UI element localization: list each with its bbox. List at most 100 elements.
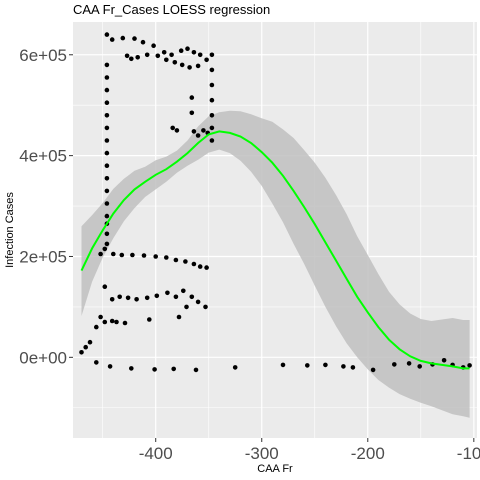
data-point xyxy=(176,314,182,320)
data-point xyxy=(125,295,131,301)
data-point xyxy=(209,113,215,118)
data-point xyxy=(144,295,150,301)
data-point xyxy=(191,129,197,134)
data-point xyxy=(104,32,110,37)
data-point xyxy=(209,138,215,143)
data-point xyxy=(195,133,201,138)
data-point xyxy=(174,128,180,133)
data-point xyxy=(147,317,152,322)
data-point xyxy=(209,52,215,58)
data-point xyxy=(109,318,115,324)
confidence-ribbon xyxy=(81,110,470,418)
data-point xyxy=(102,319,108,325)
chart-title: CAA Fr_Cases LOESS regression xyxy=(73,2,271,17)
data-point xyxy=(144,52,150,58)
data-point xyxy=(117,294,122,300)
data-point xyxy=(173,257,179,263)
data-point xyxy=(181,288,186,294)
data-point xyxy=(350,365,356,370)
data-point xyxy=(119,252,125,258)
loess-fit-layer xyxy=(80,130,470,370)
data-point xyxy=(111,251,116,257)
data-point xyxy=(209,82,215,88)
data-point xyxy=(104,62,110,68)
data-point xyxy=(104,213,110,219)
data-point xyxy=(164,57,169,63)
y-tick-label: 2e+05 xyxy=(19,247,67,266)
data-point xyxy=(152,367,157,372)
data-point xyxy=(204,57,209,63)
data-point xyxy=(151,43,156,48)
data-point xyxy=(178,48,184,53)
data-point xyxy=(155,53,161,59)
data-point xyxy=(102,246,108,252)
data-point xyxy=(197,264,203,269)
data-point xyxy=(107,364,113,369)
data-point xyxy=(209,67,215,73)
data-point xyxy=(104,113,110,118)
data-point xyxy=(104,201,110,206)
data-point xyxy=(209,125,215,131)
data-point xyxy=(153,254,158,259)
data-point xyxy=(191,261,197,267)
data-point xyxy=(135,55,140,60)
data-point xyxy=(191,50,197,55)
data-point xyxy=(341,364,346,369)
data-point xyxy=(129,366,134,371)
data-point xyxy=(109,37,115,42)
data-point xyxy=(98,314,103,320)
data-point xyxy=(129,56,134,62)
data-point xyxy=(79,350,84,355)
data-point xyxy=(83,344,88,350)
data-point xyxy=(120,35,126,41)
data-point xyxy=(104,125,110,131)
data-point xyxy=(195,63,201,69)
x-tick-label: -100 xyxy=(457,444,480,463)
data-point xyxy=(130,252,135,258)
x-axis-title: CAA Fr xyxy=(257,463,293,475)
data-point xyxy=(187,65,192,70)
data-point xyxy=(104,231,110,237)
data-point xyxy=(169,52,174,58)
data-point xyxy=(161,50,167,55)
data-point xyxy=(154,293,160,299)
y-tick-label: 6e+05 xyxy=(19,46,67,65)
data-point xyxy=(104,100,110,105)
data-points-layer xyxy=(79,32,472,373)
data-point xyxy=(204,265,209,270)
x-tick-label: -400 xyxy=(139,444,173,463)
data-point xyxy=(179,62,185,68)
data-point xyxy=(417,364,423,369)
data-point xyxy=(172,60,178,65)
data-point xyxy=(102,284,108,290)
data-point xyxy=(323,362,328,368)
data-point xyxy=(467,363,472,368)
data-point xyxy=(406,361,412,366)
data-point xyxy=(209,97,215,103)
data-point xyxy=(195,299,201,305)
data-point xyxy=(392,362,397,367)
data-point xyxy=(305,363,310,368)
data-point xyxy=(170,125,175,131)
y-tick-label: 0e+00 xyxy=(19,348,67,367)
data-point xyxy=(104,150,110,156)
loess-fit-line xyxy=(80,130,470,370)
data-point xyxy=(185,46,190,51)
data-point xyxy=(441,358,447,363)
data-point xyxy=(94,324,99,330)
data-point xyxy=(280,362,286,368)
data-point xyxy=(370,367,376,373)
data-point xyxy=(171,366,176,372)
data-point xyxy=(165,290,170,296)
data-point xyxy=(87,339,93,345)
data-point xyxy=(98,251,103,257)
data-point xyxy=(183,259,188,264)
data-point xyxy=(203,304,208,310)
data-point xyxy=(164,255,169,260)
data-point xyxy=(197,52,203,58)
data-point xyxy=(122,320,128,326)
data-point xyxy=(173,294,179,300)
data-point xyxy=(124,53,130,59)
data-point xyxy=(104,188,110,194)
